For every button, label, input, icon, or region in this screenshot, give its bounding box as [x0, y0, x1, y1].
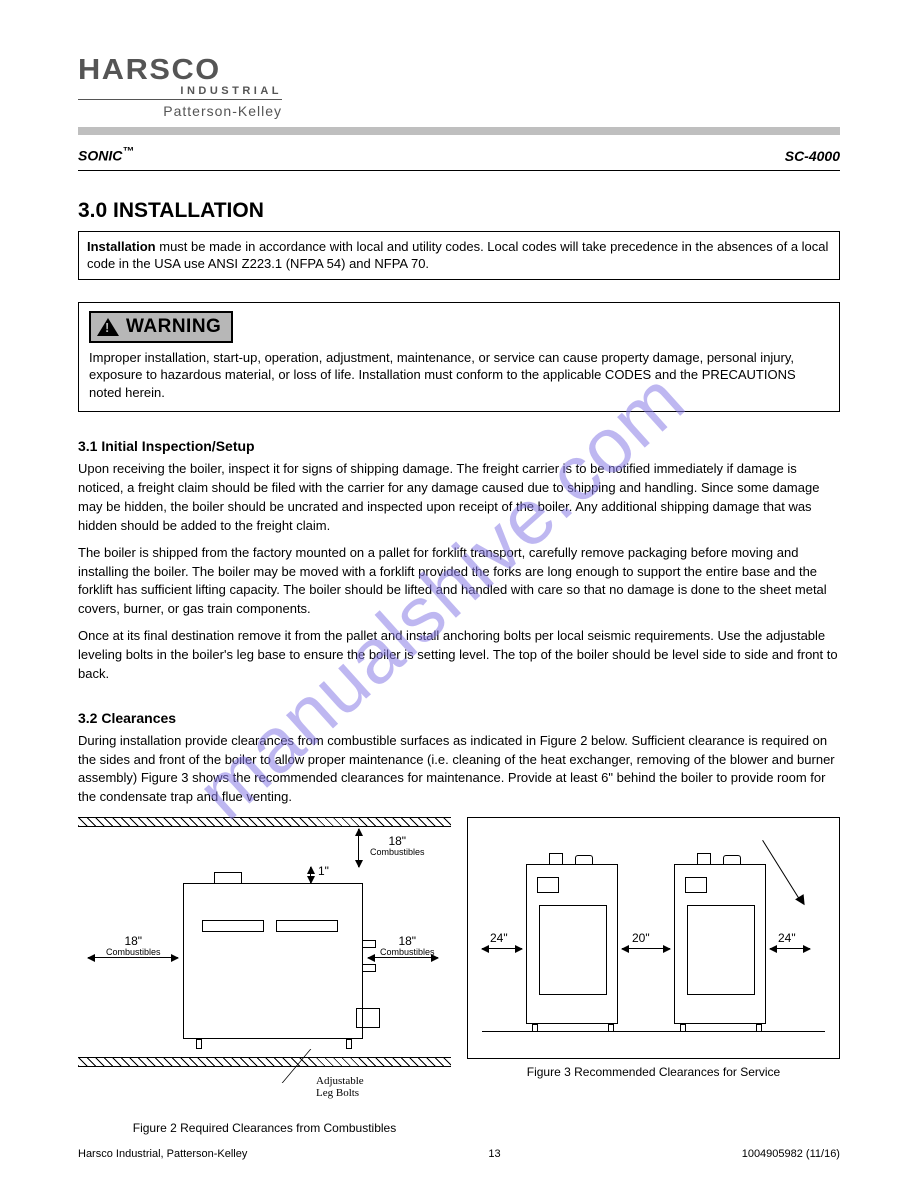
brand-logo: HARSCO INDUSTRIAL Patterson-Kelley — [78, 54, 282, 119]
brand-word: HARSCO — [78, 54, 294, 87]
fig3-left-arrow — [482, 948, 522, 949]
title-bar: SONIC™ SC-4000 — [78, 145, 840, 171]
fig3-mid-arrow — [622, 948, 670, 949]
fig3-boiler-left — [526, 864, 618, 1024]
warning-label-text: WARNING — [126, 316, 221, 338]
fig3-boiler-right — [674, 864, 766, 1024]
code-lead: Installation — [87, 239, 156, 254]
warning-label: WARNING — [89, 311, 233, 343]
s31-para2: The boiler is shipped from the factory m… — [78, 544, 840, 619]
fig2-inner-dim: 1" — [318, 865, 329, 878]
footer-left: Harsco Industrial, Patterson-Kelley — [78, 1148, 247, 1160]
figure-3: 24" 20" 24" Figure 3 Recommended Clearan… — [467, 817, 840, 1079]
fig2-top-arrow — [358, 829, 359, 867]
brand-rule — [78, 99, 282, 100]
footer-right: 1004905982 (11/16) — [742, 1148, 840, 1160]
subsection-3-1-heading: 3.1 Initial Inspection/Setup — [78, 438, 840, 454]
figure-2-caption: Figure 2 Required Clearances from Combus… — [78, 1121, 451, 1135]
fig2-foot — [196, 1039, 202, 1049]
subsection-3-2-heading: 3.2 Clearances — [78, 710, 840, 726]
fig3-diag-arrow — [763, 840, 823, 930]
s31-para3: Once at its final destination remove it … — [78, 627, 840, 684]
fig2-foot — [346, 1039, 352, 1049]
fig2-top-dim: 18" Combustibles — [370, 835, 425, 858]
fig2-top-wall — [78, 817, 451, 827]
warning-box: WARNING Improper installation, start-up,… — [78, 302, 840, 413]
figure-3-caption: Figure 3 Recommended Clearances for Serv… — [467, 1065, 840, 1079]
fig3-left-dim: 24" — [490, 932, 508, 945]
fig2-boiler-side — [183, 883, 363, 1039]
footer-page-number: 13 — [488, 1148, 500, 1160]
fig2-leg-label: Adjustable Leg Bolts — [316, 1075, 364, 1099]
fig3-mid-dim: 20" — [632, 932, 650, 945]
fig2-right-dim: 18" Combustibles — [380, 935, 435, 958]
fig2-left-dim: 18" Combustibles — [106, 935, 161, 958]
s31-para1: Upon receiving the boiler, inspect it fo… — [78, 460, 840, 535]
doc-title-right: SC-4000 — [785, 148, 840, 164]
grey-bar — [78, 127, 840, 135]
warning-triangle-icon — [97, 318, 119, 336]
brand-subbrand: Patterson-Kelley — [78, 103, 282, 119]
header: HARSCO INDUSTRIAL Patterson-Kelley SONIC… — [78, 54, 840, 171]
page-footer: Harsco Industrial, Patterson-Kelley 13 1… — [78, 1148, 840, 1160]
warning-text: Improper installation, start-up, operati… — [89, 349, 829, 402]
figure-2: 18" Combustibles 1" — [78, 817, 451, 1135]
code-body: must be made in accordance with local an… — [87, 239, 828, 272]
fig3-right-dim: 24" — [778, 932, 796, 945]
fig2-inner-arrow — [310, 867, 311, 883]
fig2-bottom-wall — [78, 1057, 451, 1067]
doc-title-left: SONIC™ — [78, 145, 134, 164]
section-3-heading: 3.0 INSTALLATION — [78, 199, 840, 223]
fig3-floor — [482, 1031, 825, 1032]
s32-para: During installation provide clearances f… — [78, 732, 840, 807]
fig3-right-arrow — [770, 948, 810, 949]
code-compliance-box: Installation must be made in accordance … — [78, 231, 840, 280]
